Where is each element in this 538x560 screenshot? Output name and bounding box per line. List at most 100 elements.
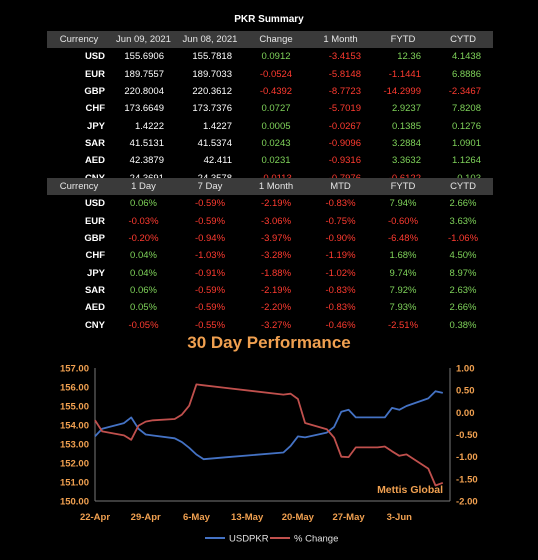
fytd-cell: -6.48%	[387, 233, 419, 245]
fytd-cell: -1.1441	[388, 68, 421, 80]
cytd-cell: 1.0901	[451, 137, 481, 149]
one-month-cell: -2.19%	[260, 284, 292, 296]
mtd-cell: -0.83%	[325, 198, 356, 210]
right-tick-label: -2.00	[456, 497, 478, 508]
rate-today-cell: 155.6906	[124, 51, 164, 63]
right-tick-label: 0.50	[456, 386, 475, 397]
table-row: SAR 41.5131 41.5374 0.0243 -0.9096 3.2884 1.09…	[47, 135, 493, 152]
currency-cell: CHF	[85, 250, 105, 262]
seven-day-cell: -1.03%	[194, 250, 226, 262]
column-header: FYTD	[373, 31, 433, 49]
column-header: 1 Day	[111, 178, 176, 196]
column-header: CYTD	[433, 31, 493, 49]
x-tick-label: 29-Apr	[131, 512, 161, 523]
month-change-cell: -5.7019	[328, 103, 361, 115]
rate-prev-cell: 220.3612	[192, 86, 232, 98]
fytd-cell: 0.1385	[391, 120, 421, 132]
cytd-cell: 3.63%	[449, 215, 477, 227]
one-month-cell: -1.88%	[260, 267, 292, 279]
rate-prev-cell: 173.7376	[192, 103, 232, 115]
month-change-cell: -8.7723	[328, 86, 361, 98]
one-month-cell: -3.27%	[260, 319, 292, 331]
currency-cell: EUR	[84, 215, 105, 227]
month-change-cell: -5.8148	[328, 68, 361, 80]
one-day-cell: -0.20%	[128, 233, 159, 245]
legend-usdpkr-label: USDPKR	[229, 534, 269, 545]
table-row: JPY 1.4222 1.4227 0.0005 -0.0267 0.1385 0.1276	[47, 117, 493, 134]
currency-cell: JPY	[87, 120, 105, 132]
column-header: Jun 08, 2021	[176, 31, 244, 49]
rate-today-cell: 220.8004	[124, 86, 164, 98]
fytd-cell: 9.74%	[389, 267, 417, 279]
left-tick-label: 152.00	[60, 459, 89, 470]
fytd-cell: -0.60%	[387, 215, 419, 227]
rate-today-cell: 1.4222	[134, 120, 164, 132]
rate-prev-cell: 42.411	[203, 155, 232, 167]
rate-prev-cell: 41.5374	[197, 137, 232, 149]
seven-day-cell: -0.94%	[194, 233, 226, 245]
one-day-cell: -0.05%	[128, 319, 159, 331]
currency-cell: USD	[84, 51, 105, 63]
right-tick-label: 1.00	[456, 364, 475, 375]
column-header: Change	[244, 31, 308, 49]
column-header: CYTD	[433, 178, 493, 196]
month-change-cell: -0.0267	[328, 120, 361, 132]
one-day-cell: 0.04%	[130, 250, 157, 262]
cytd-cell: 6.8886	[451, 68, 481, 80]
column-header: 1 Month	[308, 31, 373, 49]
table-row: SAR 0.06% -0.59% -2.19% -0.83% 7.92% 2.63%	[47, 282, 493, 299]
currency-cell: GBP	[84, 233, 105, 245]
x-tick-label: 20-May	[282, 512, 315, 523]
cytd-cell: 2.66%	[449, 198, 477, 210]
fytd-cell: 7.93%	[389, 302, 417, 314]
one-day-cell: -0.03%	[128, 215, 159, 227]
left-tick-label: 155.00	[60, 402, 89, 413]
currency-cell: SAR	[84, 137, 105, 149]
one-month-cell: -3.97%	[260, 233, 292, 245]
one-day-cell: 0.04%	[130, 267, 157, 279]
fytd-cell: 2.9237	[391, 103, 421, 115]
mtd-cell: -0.90%	[325, 233, 356, 245]
currency-cell: SAR	[84, 284, 105, 296]
month-change-cell: -0.9316	[328, 155, 361, 167]
fytd-cell: 7.94%	[389, 198, 417, 210]
column-header: Currency	[47, 178, 111, 196]
fytd-cell: 7.92%	[389, 284, 417, 296]
watermark-text: Mettis Global	[377, 484, 443, 496]
right-tick-label: -0.50	[456, 430, 478, 441]
table-row: JPY 0.04% -0.91% -1.88% -1.02% 9.74% 8.97%	[47, 264, 493, 281]
cytd-cell: 0.1276	[451, 120, 481, 132]
one-month-cell: -2.19%	[260, 198, 292, 210]
one-day-cell: 0.06%	[130, 284, 157, 296]
column-header: FYTD	[373, 178, 433, 196]
month-change-cell: -0.9096	[328, 137, 361, 149]
currency-cell: AED	[84, 155, 105, 167]
cytd-cell: 1.1264	[451, 155, 481, 167]
mtd-cell: -0.46%	[325, 319, 356, 331]
column-header: MTD	[308, 178, 373, 196]
x-tick-label: 13-May	[231, 512, 264, 523]
one-month-cell: -3.06%	[260, 215, 292, 227]
cytd-cell: 2.63%	[449, 284, 477, 296]
table-row: CHF 173.6649 173.7376 0.0727 -5.7019 2.9237 7.…	[47, 100, 493, 117]
fytd-cell: -2.51%	[387, 319, 419, 331]
cytd-cell: 4.50%	[449, 250, 477, 262]
currency-cell: JPY	[87, 267, 105, 279]
left-tick-label: 150.00	[60, 497, 89, 508]
change-cell: 0.0912	[261, 51, 291, 63]
right-tick-label: -1.50	[456, 474, 478, 485]
currency-cell: USD	[84, 198, 105, 210]
one-month-cell: -3.28%	[260, 250, 292, 262]
left-tick-label: 156.00	[60, 383, 89, 394]
fytd-cell: 12.36	[397, 51, 421, 63]
table-row: AED 42.3879 42.411 0.0231 -0.9316 3.3632 1.126…	[47, 152, 493, 169]
seven-day-cell: -0.91%	[194, 267, 226, 279]
table-row: USD 0.06% -0.59% -2.19% -0.83% 7.94% 2.66%	[47, 195, 493, 212]
one-day-cell: 0.06%	[130, 198, 157, 210]
column-header: 7 Day	[176, 178, 244, 196]
mtd-cell: -0.83%	[325, 284, 356, 296]
one-day-cell: 0.05%	[130, 302, 157, 314]
currency-cell: EUR	[84, 68, 105, 80]
currency-cell: GBP	[84, 86, 105, 98]
